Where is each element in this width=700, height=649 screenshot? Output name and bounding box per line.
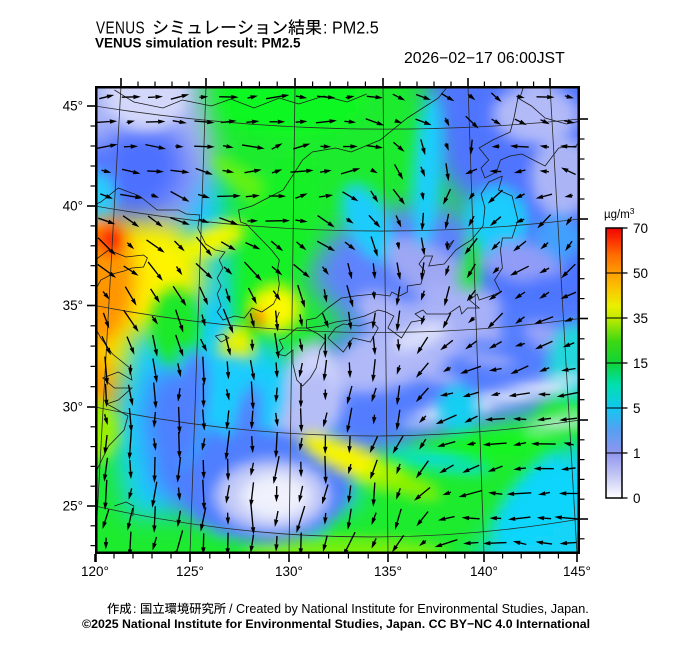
svg-text:40°: 40° bbox=[63, 199, 83, 214]
svg-text:35: 35 bbox=[633, 311, 648, 326]
svg-text:120°: 120° bbox=[81, 564, 109, 579]
svg-text:25°: 25° bbox=[63, 499, 83, 514]
svg-text:/ Created by National Institut: / Created by National Institute for Envi… bbox=[229, 602, 589, 616]
svg-text:125°: 125° bbox=[176, 564, 204, 579]
svg-text::: : bbox=[133, 602, 136, 616]
svg-text:135°: 135° bbox=[374, 564, 402, 579]
svg-text:50: 50 bbox=[633, 266, 648, 281]
svg-text:145°: 145° bbox=[563, 564, 591, 579]
svg-text:140°: 140° bbox=[470, 564, 498, 579]
svg-text:5: 5 bbox=[633, 401, 641, 416]
svg-text:1: 1 bbox=[633, 446, 641, 461]
svg-text:VENUS: VENUS bbox=[96, 19, 145, 38]
svg-text:©2025 National Institute for E: ©2025 National Institute for Environment… bbox=[82, 617, 590, 631]
svg-text:15: 15 bbox=[633, 356, 648, 371]
svg-text:30°: 30° bbox=[63, 400, 83, 415]
svg-text:35°: 35° bbox=[63, 298, 83, 313]
svg-text:70: 70 bbox=[633, 221, 648, 236]
svg-text:2026−02−17 06:00JST: 2026−02−17 06:00JST bbox=[404, 50, 565, 67]
svg-text:130°: 130° bbox=[275, 564, 303, 579]
svg-text:: PM2.5: : PM2.5 bbox=[323, 18, 379, 38]
svg-text:0: 0 bbox=[633, 491, 641, 506]
svg-text:µg/m3: µg/m3 bbox=[604, 206, 635, 221]
svg-text:45°: 45° bbox=[63, 99, 83, 114]
svg-text:VENUS simulation result: PM2.5: VENUS simulation result: PM2.5 bbox=[95, 36, 301, 51]
